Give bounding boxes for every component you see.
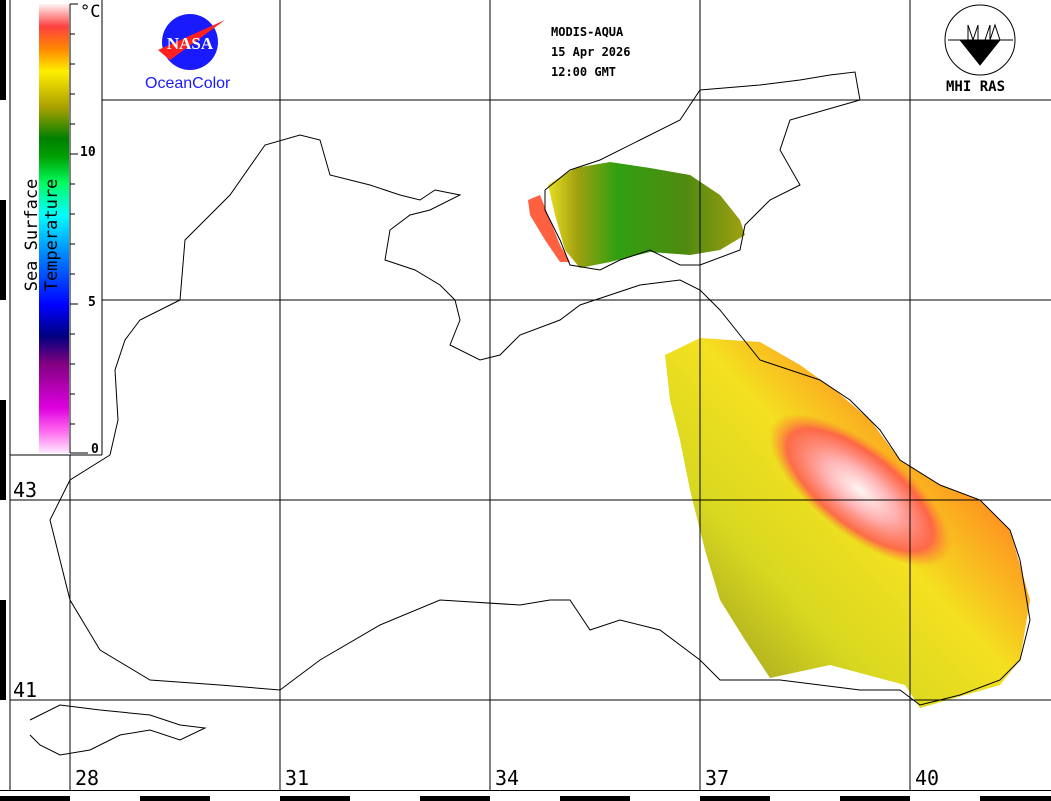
svg-text:NASA: NASA [167, 34, 214, 53]
sensor-label: MODIS-AQUA [551, 25, 624, 39]
colorbar-title: Sea Surface Temperature [22, 178, 62, 292]
sst-warm-core [768, 413, 952, 567]
lon-label-28: 28 [75, 766, 100, 790]
coastline [29, 71, 1031, 756]
lon-label-40: 40 [915, 766, 940, 790]
colorbar-unit: °C [80, 2, 101, 22]
grid-lines [9, 0, 1051, 790]
mhi-ras-caption: MHI RAS [946, 79, 1006, 95]
sst-patch-kerch [528, 195, 570, 262]
colorbar-tick-5: 5 [88, 295, 96, 310]
time-label: 12:00 GMT [551, 65, 617, 79]
lat-label-43: 43 [13, 478, 38, 502]
sst-patch-azov [548, 162, 745, 268]
lat-label-41: 41 [13, 678, 38, 702]
colorbar-scale [39, 4, 69, 453]
date-label: 15 Apr 2026 [551, 45, 631, 59]
colorbar-tick-10: 10 [80, 145, 96, 160]
bottom-ruler [0, 790, 1051, 801]
left-ruler [0, 0, 6, 700]
mhi-ras-logo [944, 4, 1016, 76]
lon-label-31: 31 [285, 766, 310, 790]
lon-label-34: 34 [495, 766, 520, 790]
colorbar-ticks [69, 3, 88, 454]
oceancolor-caption: OceanColor [145, 75, 231, 92]
nasa-logo: NASA [158, 14, 225, 70]
colorbar-tick-0: 0 [91, 442, 99, 457]
lon-label-37: 37 [705, 766, 730, 790]
